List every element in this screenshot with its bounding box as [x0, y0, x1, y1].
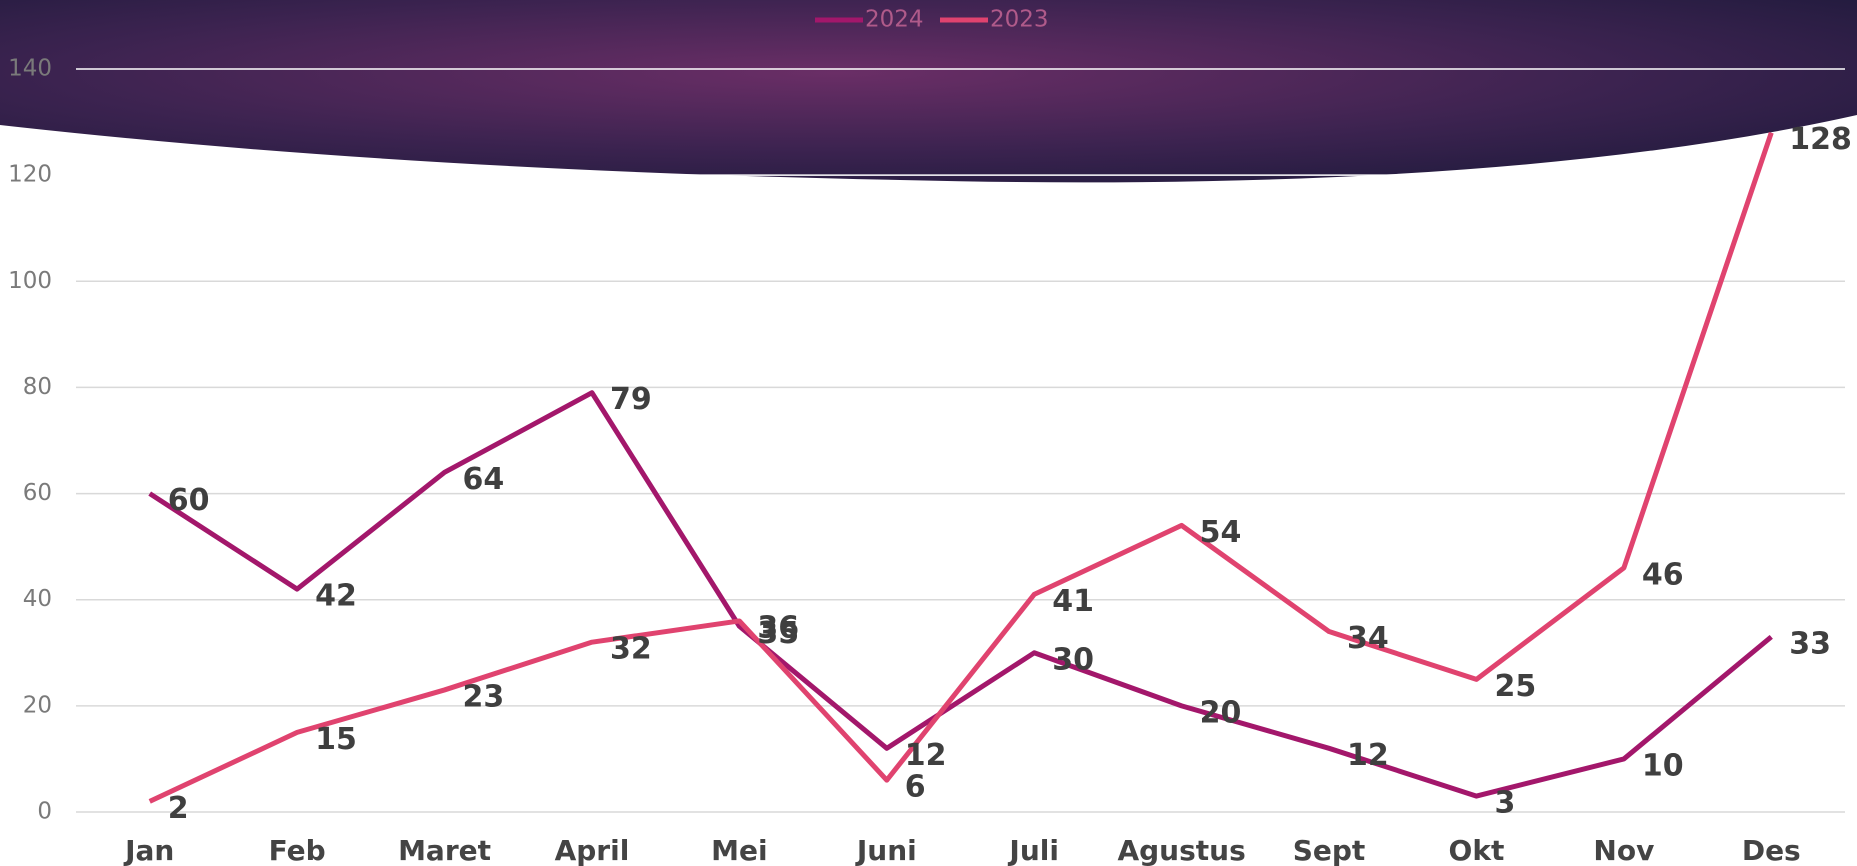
- header-banner: [0, 0, 1857, 182]
- y-tick-label: 120: [8, 162, 52, 188]
- data-label: 30: [1052, 642, 1094, 677]
- data-label: 23: [463, 679, 505, 714]
- x-tick-label: April: [555, 834, 630, 866]
- y-tick-label: 140: [8, 56, 52, 82]
- data-label: 60: [168, 483, 210, 518]
- series-line: [150, 393, 1772, 796]
- legend-label: 2023: [990, 7, 1049, 33]
- chart: 0 20 40 60 80 100 120 140 Jan Feb Maret April Mei Ju…: [0, 0, 1857, 866]
- data-label: 32: [610, 632, 652, 667]
- x-tick-label: Juli: [1007, 834, 1059, 866]
- x-tick-label: Des: [1742, 834, 1801, 866]
- data-label: 33: [1789, 626, 1831, 661]
- data-label: 41: [1052, 584, 1094, 619]
- x-tick-label: Agustus: [1117, 834, 1245, 866]
- data-label: 12: [1347, 738, 1389, 773]
- x-tick-label: Juni: [855, 834, 917, 866]
- data-label: 6: [905, 770, 926, 805]
- data-label: 36: [757, 610, 799, 645]
- data-label: 34: [1347, 621, 1389, 656]
- data-label: 64: [463, 462, 505, 497]
- data-label: 79: [610, 382, 652, 417]
- y-tick-label: 80: [23, 374, 52, 400]
- data-label: 128: [1789, 122, 1852, 157]
- data-label: 10: [1642, 748, 1684, 783]
- y-tick-label: 100: [8, 268, 52, 294]
- data-label: 3: [1494, 786, 1515, 821]
- y-tick-label: 20: [23, 692, 52, 718]
- x-tick-label: Mei: [711, 834, 767, 866]
- x-tick-label: Maret: [398, 834, 491, 866]
- x-tick-label: Feb: [269, 834, 326, 866]
- data-label: 25: [1494, 669, 1536, 704]
- data-label: 46: [1642, 557, 1684, 592]
- x-tick-label: Jan: [123, 834, 174, 866]
- data-label: 12: [905, 738, 947, 773]
- data-label: 15: [315, 722, 357, 757]
- legend-label: 2024: [865, 7, 924, 33]
- data-label: 20: [1200, 695, 1242, 730]
- x-tick-label: Okt: [1449, 834, 1505, 866]
- data-label: 42: [315, 579, 357, 614]
- x-tick-label: Sept: [1293, 834, 1366, 866]
- y-tick-label: 0: [37, 799, 52, 825]
- data-label: 54: [1200, 515, 1242, 550]
- x-tick-label: Nov: [1593, 834, 1654, 866]
- data-label: 2: [168, 791, 189, 826]
- y-tick-label: 60: [23, 480, 52, 506]
- y-tick-label: 40: [23, 586, 52, 612]
